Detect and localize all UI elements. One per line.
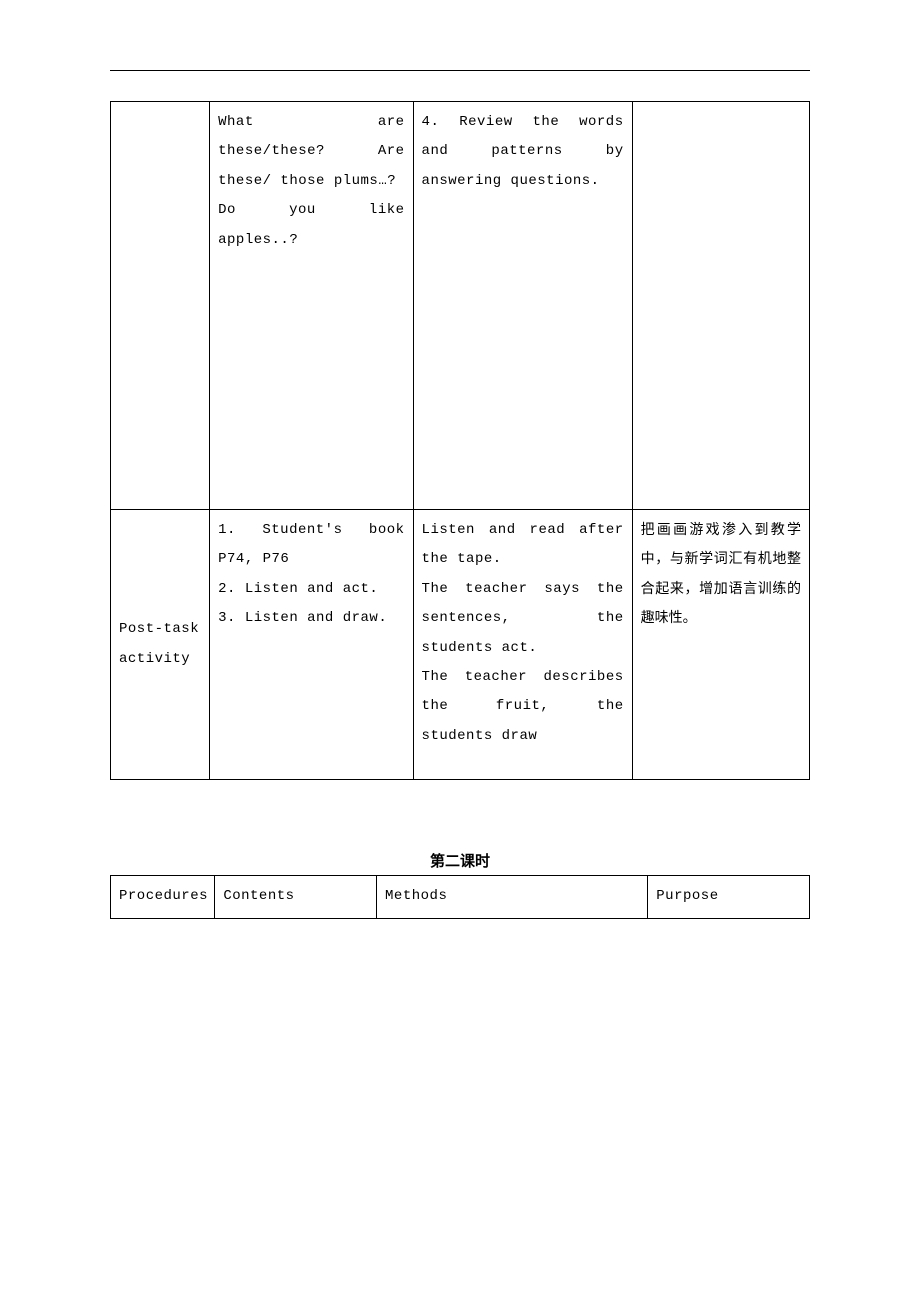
header-purpose: Purpose [648,876,810,918]
cell-methods-0: 4. Review the words and patterns by answ… [413,102,632,510]
table-row: Procedures Contents Methods Purpose [111,876,810,918]
cell-purpose-1: 把画画游戏渗入到教学中，与新学词汇有机地整合起来，增加语言训练的趣味性。 [632,510,809,780]
cell-proc-0 [111,102,210,510]
cell-contents-1: 1. Student's book P74, P76 2. Listen and… [210,510,413,780]
page-container: What are these/these? Are these/ those p… [0,0,920,979]
table-row: What are these/these? Are these/ those p… [111,102,810,510]
lesson-table-2: Procedures Contents Methods Purpose [110,875,810,918]
section-2-title: 第二课时 [110,850,810,871]
cell-methods-1: Listen and read after the tape. The teac… [413,510,632,780]
cell-proc-1: Post-task activity [111,510,210,780]
cell-purpose-0 [632,102,809,510]
header-methods: Methods [377,876,648,918]
header-procedures: Procedures [111,876,215,918]
header-contents: Contents [215,876,377,918]
lesson-table-1: What are these/these? Are these/ those p… [110,101,810,780]
top-rule [110,70,810,71]
table-row: Post-task activity 1. Student's book P74… [111,510,810,780]
cell-contents-0: What are these/these? Are these/ those p… [210,102,413,510]
